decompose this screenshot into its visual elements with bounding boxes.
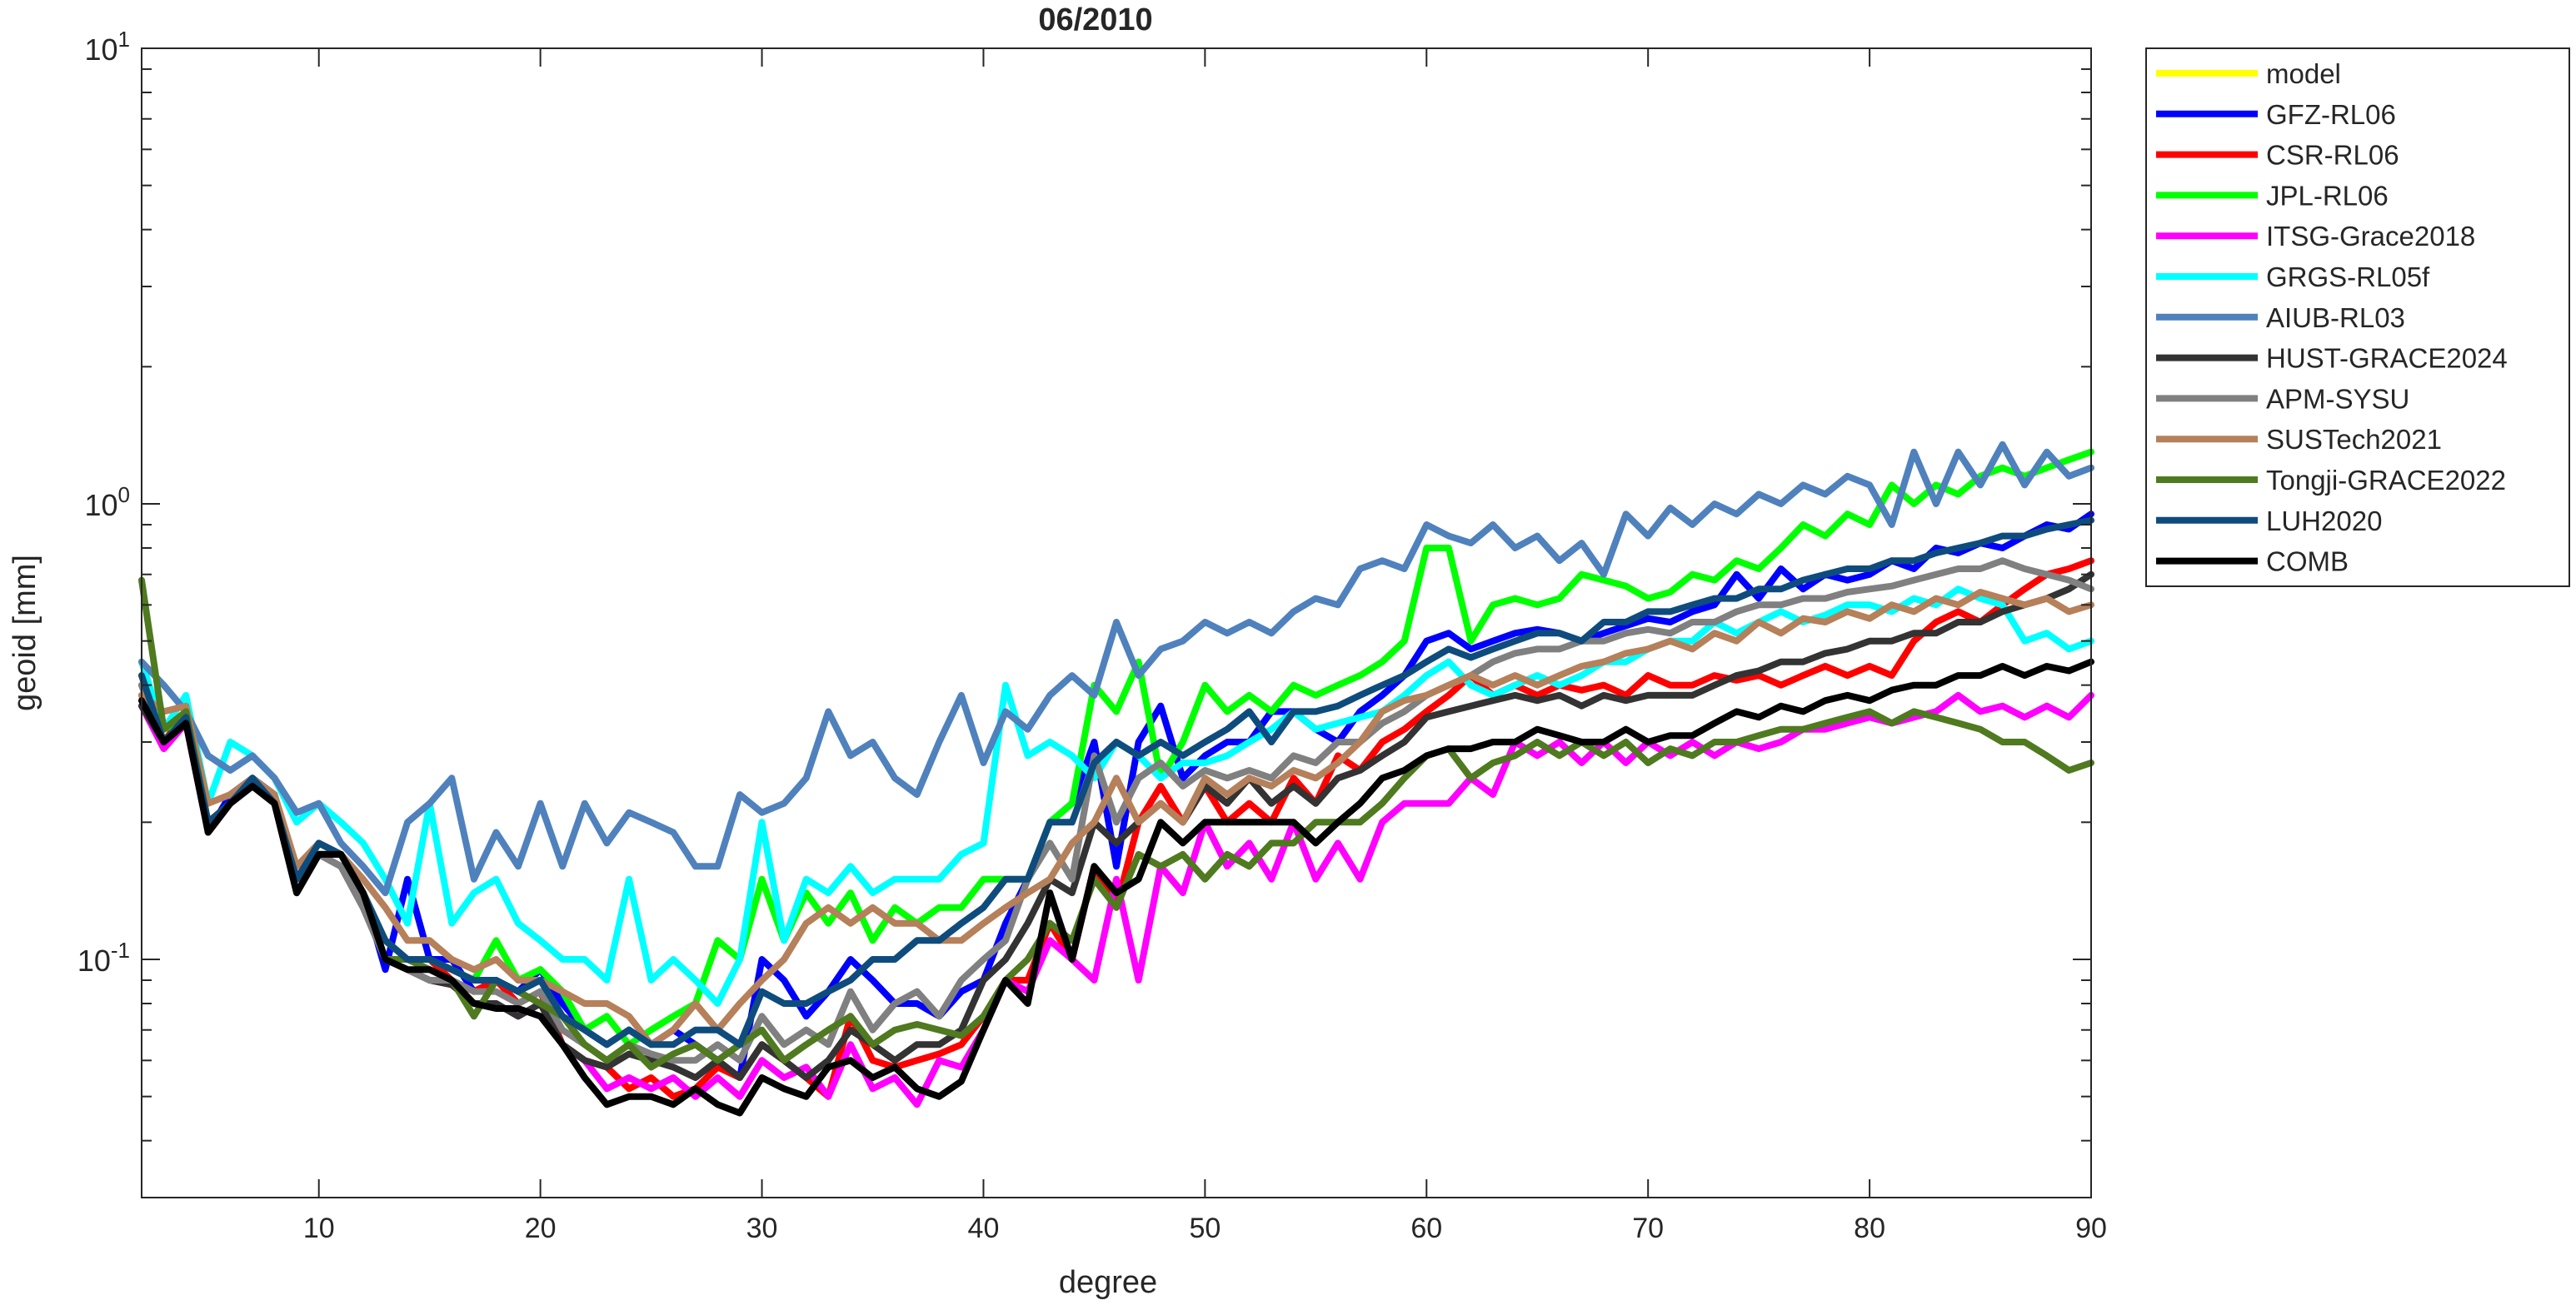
series-line-8 [138,557,2094,1064]
x-tick-label: 30 [746,1213,778,1244]
legend-label-7: HUST-GRACE2024 [2266,343,2508,374]
series-line-9 [138,589,2094,1048]
y-axis-label: geoid [mm] [7,555,42,711]
plot-frame [141,47,2092,1198]
legend-label-5: GRGS-RL05f [2266,261,2430,292]
series-line-12 [138,658,2094,1117]
series-line-11 [138,516,2094,1048]
axes-layer: 10 20 30 40 50 60 70 80 90 10-1 100 101 [77,27,2107,1244]
x-tick-label: 20 [525,1213,557,1244]
x-tick-label: 80 [1854,1213,1885,1244]
legend-label-4: ITSG-Grace2018 [2266,221,2475,252]
x-tick-label: 50 [1189,1213,1221,1244]
y-tick-label: 101 [84,27,130,67]
x-tick-label: 70 [1632,1213,1664,1244]
legend-label-6: AIUB-RL03 [2266,302,2405,333]
series-layer [138,441,2094,1117]
legend-label-0: model [2266,58,2341,89]
legend-label-10: Tongji-GRACE2022 [2266,465,2506,496]
x-tick-label: 60 [1410,1213,1442,1244]
x-axis-label: degree [1059,1265,1157,1300]
legend-label-1: GFZ-RL06 [2266,99,2396,130]
legend-label-9: SUSTech2021 [2266,424,2442,455]
legend: model GFZ-RL06 CSR-RL06 JPL-RL06 ITSG-Grace2… [2145,47,2570,587]
legend-label-11: LUH2020 [2266,506,2382,536]
legend-label-2: CSR-RL06 [2266,140,2399,171]
x-tick-label: 40 [968,1213,1000,1244]
legend-label-12: COMB [2266,546,2349,577]
legend-label-8: APM-SYSU [2266,383,2409,414]
series-line-6 [138,441,2094,897]
x-tick-label: 90 [2075,1213,2107,1244]
y-tick-label: 10-1 [77,938,130,978]
series-line-10 [138,576,2094,1071]
legend-label-3: JPL-RL06 [2266,180,2389,211]
chart-title: 06/2010 [1038,2,1152,37]
x-tick-label: 10 [303,1213,335,1244]
y-tick-label: 100 [84,482,130,522]
